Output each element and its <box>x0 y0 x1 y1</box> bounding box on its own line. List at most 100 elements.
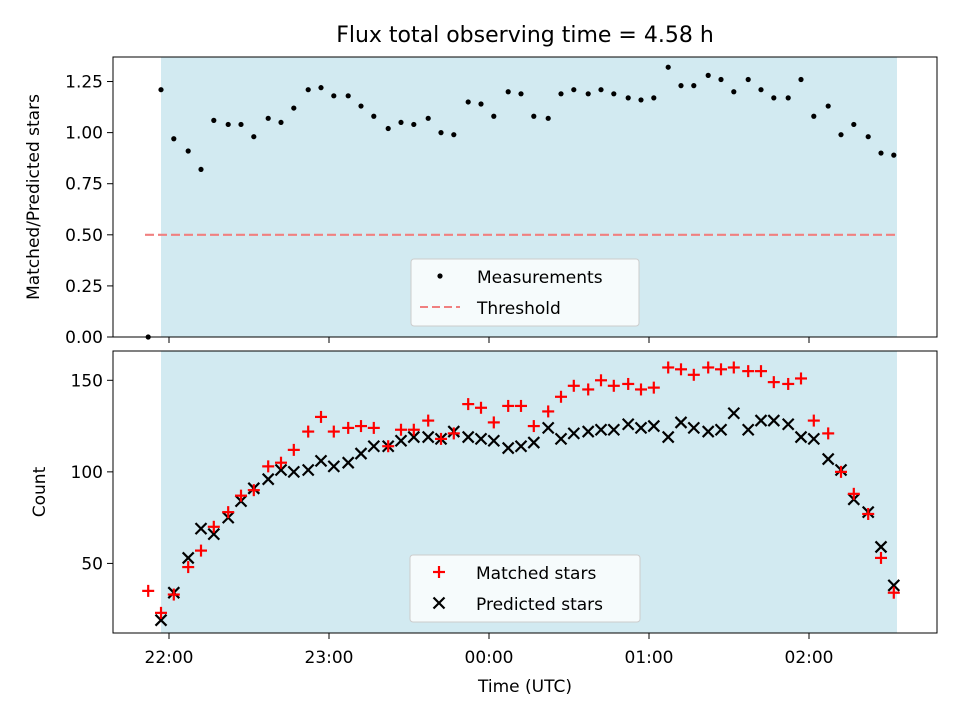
predicted-star-point <box>261 472 275 486</box>
matched-star-point <box>662 361 675 374</box>
predicted-star-point <box>287 465 301 479</box>
measurement-point <box>198 166 204 173</box>
legend-predicted-symbol <box>432 596 446 610</box>
top-axes: 0.00 0.25 0.50 0.75 1.00 1.25 <box>65 73 810 348</box>
legend-predicted-label: Predicted stars <box>476 595 603 615</box>
predicted-star-point <box>821 452 835 466</box>
legend-measurements-label: Measurements <box>477 268 603 288</box>
predicted-star-point <box>394 434 408 448</box>
predicted-star-point <box>274 463 288 477</box>
measurement-point <box>278 119 284 126</box>
matched-star-point <box>595 374 607 387</box>
predicted-star-point-b <box>661 430 675 444</box>
predicted-star-point <box>661 430 675 444</box>
measurement-point <box>251 134 257 140</box>
predicted-star-point-b <box>594 423 608 437</box>
top-y-axis-label: Matched/Predicted stars <box>24 94 44 300</box>
measurement-point <box>385 125 391 132</box>
predicted-star-point-b <box>474 432 488 446</box>
matched-star-point <box>167 588 180 601</box>
predicted-star-point-b <box>407 430 421 444</box>
matched-star-point <box>342 421 355 434</box>
measurement-point <box>238 121 244 128</box>
predicted-star-point <box>887 579 901 592</box>
x-tick-label: 00:00 <box>465 648 514 668</box>
matched-star-point <box>795 372 807 385</box>
matched-star-point <box>502 399 515 412</box>
top-y-tick-label: 1.00 <box>65 124 103 144</box>
measurement-point <box>531 113 537 119</box>
predicted-star-point <box>421 430 435 444</box>
matched-star-point <box>555 390 567 403</box>
matched-star-point <box>222 506 235 519</box>
predicted-star-point-b <box>314 454 328 468</box>
predicted-star-point <box>687 421 701 435</box>
predicted-star-point-b <box>301 463 315 477</box>
matched-star-point <box>607 379 620 392</box>
matched-star-point <box>315 410 327 423</box>
predicted-star-point-b <box>701 425 715 438</box>
measurement-point <box>745 76 751 83</box>
predicted-star-point <box>794 430 808 444</box>
x-tick-label: 02:00 <box>785 648 834 668</box>
measurement-point <box>265 115 271 121</box>
measurement-point <box>851 121 857 128</box>
predicted-star-point-b <box>354 447 368 460</box>
measurement-point <box>545 115 551 121</box>
predicted-star-point-b <box>567 427 581 440</box>
predicted-star-point <box>407 430 421 444</box>
predicted-star-point <box>541 421 555 435</box>
predicted-star-point-b <box>767 414 781 427</box>
matched-star-point <box>462 398 475 411</box>
predicted-star-point <box>727 406 741 420</box>
predicted-star-point-b <box>274 463 288 477</box>
top-legend-box <box>410 258 640 327</box>
predicted-star-point <box>754 414 768 427</box>
matched-star-point <box>847 487 860 500</box>
measurement-point <box>398 119 404 126</box>
bottom-axes-frame <box>112 350 938 634</box>
predicted-star-point-b <box>874 540 888 554</box>
predicted-star-point <box>607 423 621 437</box>
matched-star-point <box>207 520 220 533</box>
predicted-star-point <box>341 456 355 469</box>
matched-star-point <box>515 399 527 412</box>
top-axes-frame <box>112 56 938 338</box>
legend-matched-label: Matched stars <box>476 564 596 584</box>
measurement-point <box>878 150 884 156</box>
predicted-star-point-b <box>487 434 501 448</box>
measurement-point <box>318 85 324 91</box>
matched-star-point <box>367 421 380 434</box>
measurement-point <box>651 95 657 101</box>
predicted-star-point <box>367 439 381 453</box>
predicted-star-point <box>594 423 608 437</box>
predicted-star-point-b <box>621 417 635 431</box>
bottom-plot-area <box>142 361 901 627</box>
predicted-star-point-b <box>154 613 168 627</box>
predicted-star-point-b <box>607 423 621 437</box>
matched-star-point <box>475 401 487 414</box>
measurement-point <box>478 101 484 107</box>
predicted-star-point <box>581 425 595 438</box>
legend-threshold-label: Threshold <box>476 299 561 319</box>
predicted-star-point-b <box>634 421 648 435</box>
predicted-star-point-b <box>741 423 755 437</box>
matched-star-point <box>835 465 847 478</box>
measurement-point <box>705 72 711 78</box>
bottom-legend-box <box>409 554 641 623</box>
measurement-point <box>345 93 351 99</box>
legend-predicted-symbol-b <box>432 596 446 610</box>
matched-star-point <box>727 361 740 374</box>
x-axis-label: Time (UTC) <box>477 677 572 697</box>
matched-star-point <box>487 416 500 429</box>
measurement-point <box>811 113 817 119</box>
predicted-star-point-b <box>581 425 595 438</box>
top-y-tick-label: 1.25 <box>65 73 103 93</box>
predicted-star-point <box>301 463 315 477</box>
matched-star-point <box>742 365 755 378</box>
matched-star-point <box>395 423 407 436</box>
predicted-star-point-b <box>821 452 835 466</box>
matched-star-point <box>567 379 580 392</box>
predicted-star-point <box>621 417 635 431</box>
